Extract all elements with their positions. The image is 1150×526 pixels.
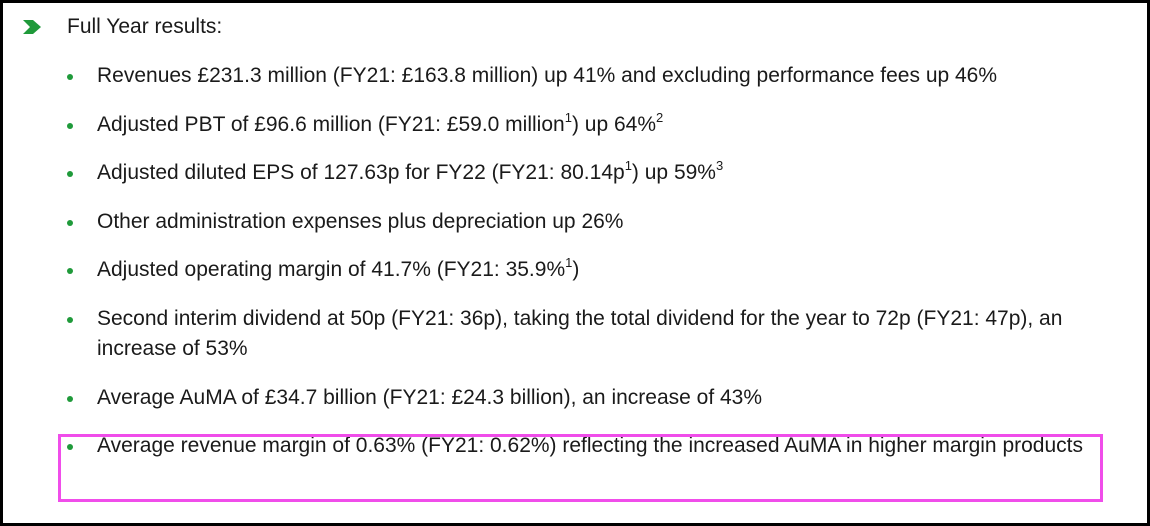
list-item: Adjusted operating margin of 41.7% (FY21… bbox=[65, 255, 1135, 285]
item-text: Revenues £231.3 million (FY21: £163.8 mi… bbox=[97, 64, 998, 87]
list-item: Other administration expenses plus depre… bbox=[65, 207, 1135, 237]
item-text: Average revenue margin of 0.63% (FY21: 0… bbox=[97, 434, 1083, 458]
results-list: Revenues £231.3 million (FY21: £163.8 mi… bbox=[65, 61, 1135, 480]
list-item: Revenues £231.3 million (FY21: £163.8 mi… bbox=[65, 61, 1135, 91]
bullet-dot-icon bbox=[67, 219, 73, 226]
footnote-ref: 1 bbox=[624, 158, 632, 174]
item-text: ) up 64% bbox=[571, 112, 656, 136]
list-item: Second interim dividend at 50p (FY21: 36… bbox=[65, 304, 1135, 364]
item-text: Other administration expenses plus depre… bbox=[97, 209, 624, 233]
item-text: Average AuMA of £34.7 billion (FY21: £24… bbox=[97, 385, 763, 409]
item-text: ) bbox=[572, 258, 580, 282]
heading-text: Full Year results: bbox=[67, 15, 223, 38]
footnote-ref: 1 bbox=[565, 255, 573, 271]
footnote-ref: 2 bbox=[656, 109, 664, 125]
bullet-dot-icon bbox=[67, 395, 73, 402]
item-text: Adjusted diluted EPS of 127.63p for FY22… bbox=[97, 161, 625, 185]
bullet-dot-icon bbox=[67, 444, 73, 451]
list-item: Average AuMA of £34.7 billion (FY21: £24… bbox=[65, 383, 1135, 413]
chevron-right-icon bbox=[23, 20, 41, 34]
item-text: ) up 59% bbox=[631, 161, 716, 185]
footnote-ref: 1 bbox=[564, 109, 572, 125]
item-text: Adjusted operating margin of 41.7% (FY21… bbox=[97, 258, 566, 282]
list-item: Adjusted PBT of £96.6 million (FY21: £59… bbox=[65, 110, 1135, 140]
item-text: Adjusted PBT of £96.6 million (FY21: £59… bbox=[97, 112, 565, 136]
bullet-dot-icon bbox=[67, 171, 73, 178]
bullet-dot-icon bbox=[67, 316, 73, 323]
bullet-dot-icon bbox=[67, 268, 73, 275]
heading-row: Full Year results: bbox=[23, 15, 222, 39]
list-item: Adjusted diluted EPS of 127.63p for FY22… bbox=[65, 158, 1135, 188]
bullet-dot-icon bbox=[67, 122, 73, 129]
item-text: Second interim dividend at 50p (FY21: 36… bbox=[97, 306, 1063, 360]
bullet-dot-icon bbox=[67, 74, 73, 80]
list-item-highlighted: Average revenue margin of 0.63% (FY21: 0… bbox=[65, 431, 1135, 461]
footnote-ref: 3 bbox=[715, 158, 724, 174]
slide-frame: Full Year results: Revenues £231.3 milli… bbox=[3, 3, 1147, 523]
